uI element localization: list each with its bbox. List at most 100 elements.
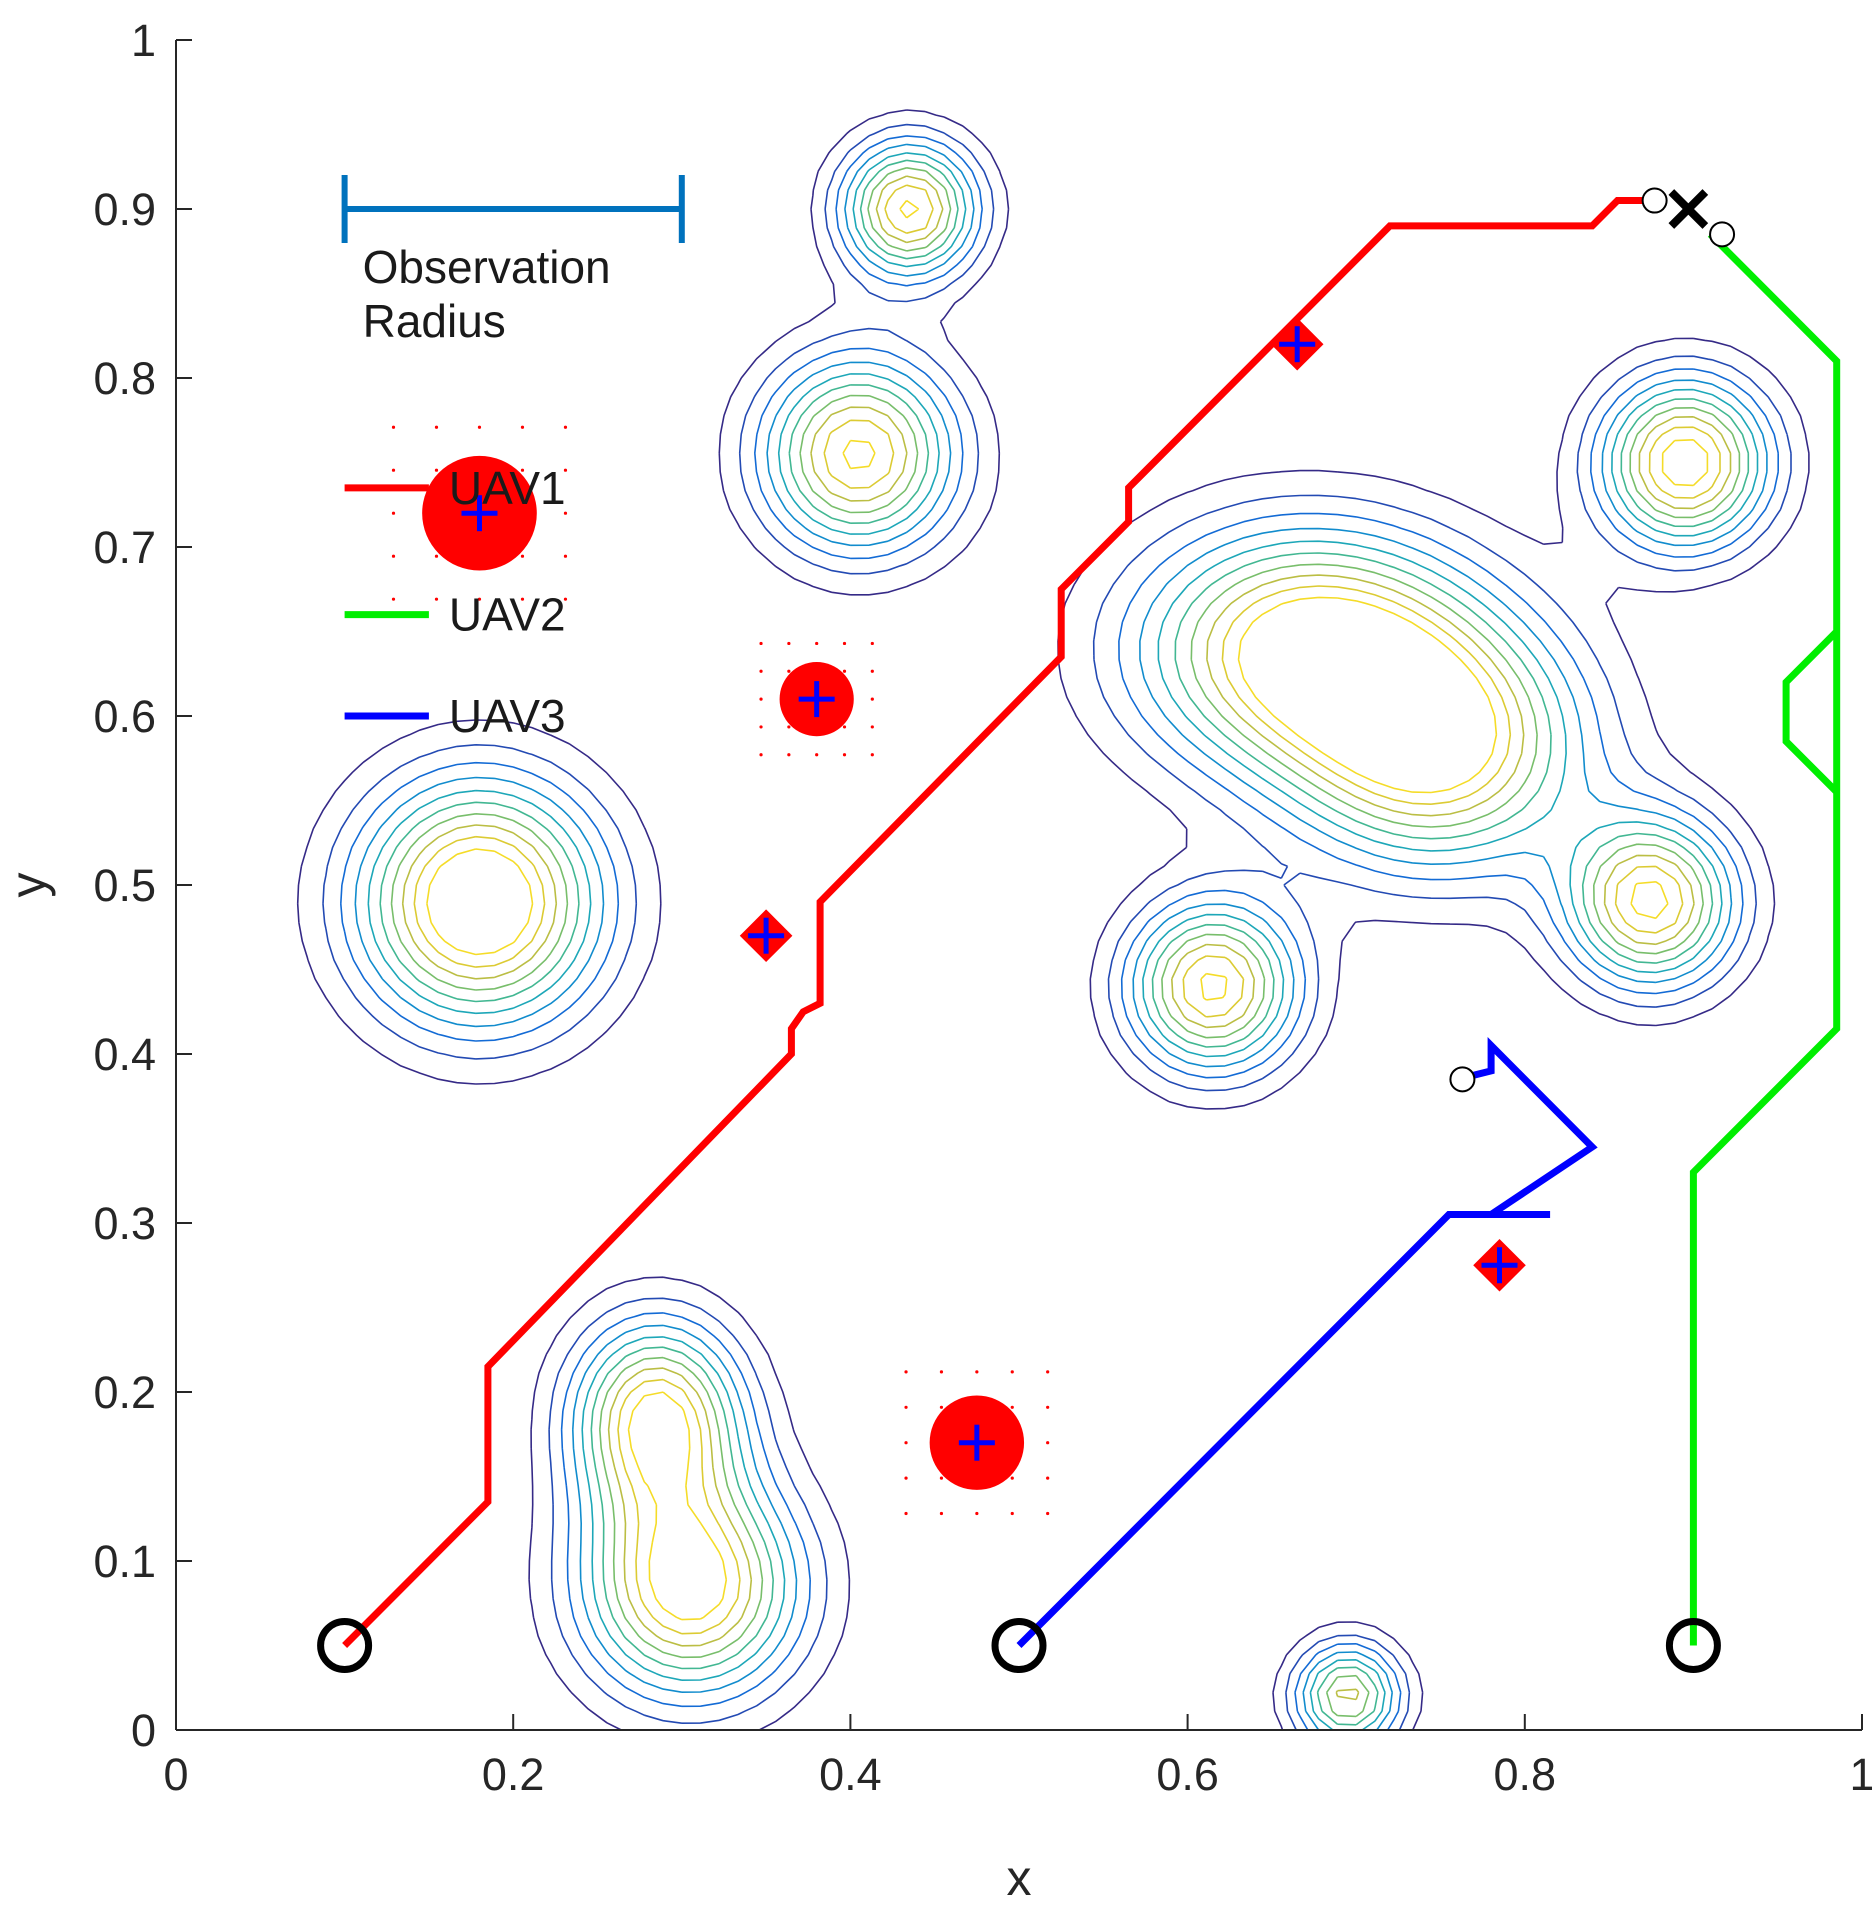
- target-scatter-dot: [787, 641, 791, 646]
- goal-marker-stroke-b: [1668, 189, 1709, 229]
- start-marker-0: [317, 1618, 373, 1673]
- y-tick-label-7: 0.7: [93, 522, 156, 573]
- target-scatter-dot: [391, 597, 396, 601]
- legend: UAV1 UAV2 UAV3: [344, 462, 566, 742]
- observation-radius-label-line1: Observation: [363, 241, 611, 293]
- contour-level-8: [413, 184, 1721, 1635]
- uav-paths: [342, 197, 1841, 1648]
- contour-level-7: [401, 175, 1732, 1701]
- end-marker-1: [1709, 221, 1736, 248]
- contour-level-9: [426, 199, 1709, 1621]
- target-scatter-dot: [434, 554, 439, 558]
- end-marker-2: [1449, 1066, 1476, 1093]
- target-scatter-dot: [520, 425, 525, 429]
- target-scatter-dot: [759, 697, 763, 701]
- target-scatter-dot: [904, 1476, 908, 1480]
- contour-level-3: [354, 143, 1768, 1731]
- x-tick-label-2: 0.4: [819, 1749, 882, 1800]
- target-scatter-dot: [391, 425, 396, 429]
- contour-level-0: [296, 109, 1810, 1731]
- contour-level-1: [322, 123, 1792, 1731]
- target-scatter-dot: [563, 554, 568, 558]
- target-scatter-dot: [870, 697, 874, 701]
- legend-label-uav1: UAV1: [449, 462, 566, 514]
- target-scatter-dot: [842, 725, 847, 729]
- target-scatter-dot: [563, 468, 568, 472]
- contour-level-6: [390, 167, 1741, 1718]
- path-uav2: [1689, 231, 1841, 1646]
- target-scatter-1: [759, 641, 874, 757]
- target-scatter-dot: [939, 1370, 944, 1374]
- target-scatter-dot: [1046, 1511, 1050, 1516]
- target-scatter-dot: [939, 1511, 944, 1516]
- target-scatter-dot: [787, 753, 791, 757]
- target-scatter-dot: [434, 425, 439, 429]
- target-scatter-dot: [1010, 1405, 1014, 1409]
- observation-radius-label-line2: Radius: [363, 295, 506, 347]
- target-scatter-dot: [904, 1370, 908, 1374]
- target-scatter-dot: [904, 1405, 908, 1409]
- y-tick-label-1: 0.1: [93, 1536, 156, 1587]
- y-axis-label: y: [0, 873, 56, 898]
- target-scatter-dot: [1046, 1441, 1050, 1445]
- target-scatter-dot: [520, 468, 525, 472]
- path-uav1: [342, 197, 1652, 1648]
- x-tick-label-0: 0: [163, 1749, 188, 1800]
- target-scatter-dot: [1046, 1476, 1050, 1480]
- x-tick-label-5: 1: [1849, 1749, 1872, 1800]
- target-scatter-dot: [904, 1511, 908, 1516]
- y-ticks: 0 0.1 0.2 0.3 0.4 0.5 0.6 0.7 0.8 0.9 1: [93, 15, 192, 1756]
- target-scatter-dot: [842, 641, 847, 646]
- target-scatter-dot: [842, 753, 847, 757]
- target-scatter-dot: [759, 641, 763, 646]
- target-scatter-dot: [563, 425, 568, 429]
- contour-lines: [296, 109, 1810, 1731]
- y-tick-label-3: 0.3: [93, 1198, 156, 1249]
- start-marker-1: [991, 1618, 1047, 1673]
- markers-group: [317, 187, 1736, 1673]
- target-scatter-dot: [904, 1441, 908, 1445]
- target-scatter-dot: [1046, 1370, 1050, 1374]
- target-scatter-dot: [815, 641, 819, 646]
- y-tick-label-9: 0.9: [93, 184, 156, 235]
- target-scatter-dot: [787, 725, 791, 729]
- legend-label-uav2: UAV2: [449, 589, 566, 641]
- target-scatter-dot: [477, 425, 482, 429]
- x-tick-label-1: 0.2: [482, 1749, 545, 1800]
- target-scatter-dot: [870, 753, 874, 757]
- legend-label-uav3: UAV3: [449, 690, 566, 742]
- target-scatter-dot: [842, 669, 847, 673]
- y-tick-label-4: 0.4: [93, 1029, 156, 1080]
- target-scatter-dot: [939, 1476, 944, 1480]
- target-scatter-dot: [759, 753, 763, 757]
- target-scatter-dot: [815, 753, 819, 757]
- target-scatter-dot: [870, 641, 874, 646]
- target-scatter-dot: [1010, 1476, 1014, 1480]
- path-uav3: [1016, 1037, 1598, 1648]
- target-scatter-dot: [1010, 1511, 1014, 1516]
- target-scatter-dot: [975, 1511, 979, 1516]
- contour-level-5: [379, 159, 1750, 1726]
- axes: 0 0.2 0.4 0.6 0.8 1 0 0.1 0.2 0.3 0.4 0.5 0.6 0.7 0.8…: [0, 15, 1872, 1906]
- target-scatter-dot: [563, 511, 568, 515]
- target-scatter-dot: [434, 597, 439, 601]
- target-scatter-dot: [477, 597, 482, 601]
- target-scatter-dot: [391, 554, 396, 558]
- targets-group: [391, 317, 1526, 1516]
- target-scatter-dot: [520, 597, 525, 601]
- target-scatter-dot: [939, 1405, 944, 1409]
- target-scatter-dot: [391, 511, 396, 515]
- target-scatter-dot: [1046, 1405, 1050, 1409]
- target-scatter-dot: [520, 554, 525, 558]
- target-scatter-dot: [1010, 1370, 1014, 1374]
- y-tick-label-8: 0.8: [93, 353, 156, 404]
- observation-radius-annotation: Observation Radius: [341, 175, 685, 347]
- target-scatter-dot: [870, 669, 874, 673]
- x-axis-label: x: [1007, 1850, 1032, 1906]
- x-ticks: 0 0.2 0.4 0.6 0.8 1: [163, 1714, 1872, 1800]
- target-scatter-0: [391, 425, 568, 601]
- y-tick-label-5: 0.5: [93, 860, 156, 911]
- contour-level-4: [367, 152, 1759, 1731]
- target-scatter-dot: [870, 725, 874, 729]
